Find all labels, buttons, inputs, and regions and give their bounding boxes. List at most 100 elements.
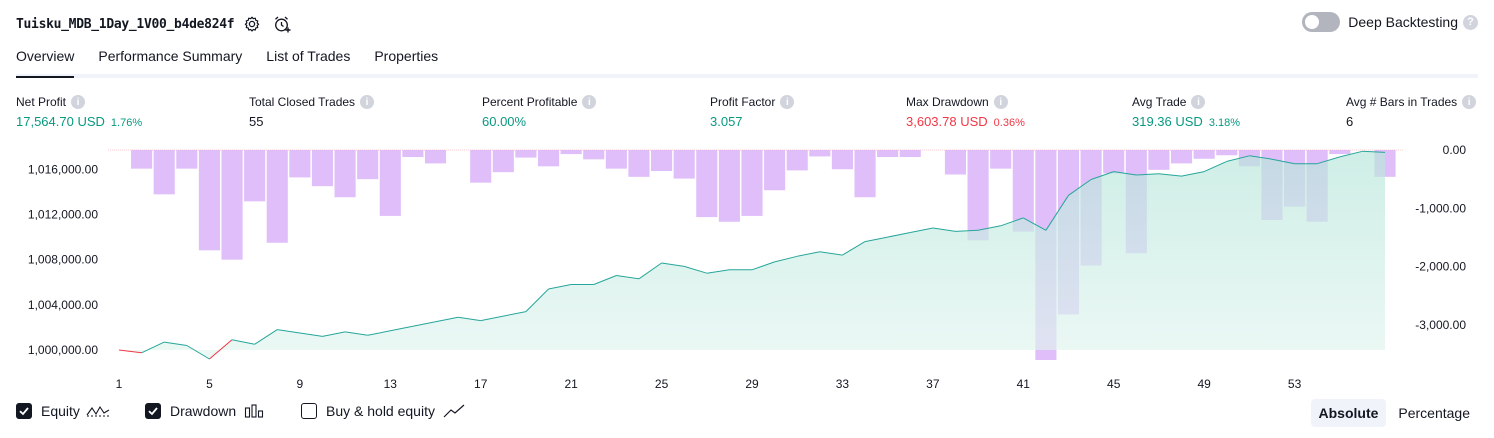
legend-equity[interactable]: Equity bbox=[16, 403, 110, 419]
equity-line-segment bbox=[932, 227, 956, 232]
x-tick-label: 33 bbox=[836, 377, 850, 391]
tab-performance-summary[interactable]: Performance Summary bbox=[98, 48, 243, 64]
tab-overview[interactable]: Overview bbox=[16, 44, 75, 78]
metric-avg-trade: Avg Trade i 319.36 USD 3.18% bbox=[1132, 94, 1240, 129]
drawdown-bar bbox=[899, 150, 921, 157]
absolute-button[interactable]: Absolute bbox=[1310, 399, 1387, 427]
drawdown-bar bbox=[334, 150, 356, 198]
strategy-title: Tuisku_MDB_1Day_1V00_b4de824f bbox=[16, 16, 235, 32]
x-tick-label: 9 bbox=[297, 377, 304, 391]
drawdown-bar bbox=[176, 150, 198, 169]
equity-line-segment bbox=[1271, 158, 1295, 165]
deep-backtesting-toggle[interactable] bbox=[1302, 12, 1341, 32]
help-icon[interactable]: i bbox=[1462, 95, 1477, 109]
metric-percent: 3.18% bbox=[1208, 117, 1241, 129]
y-left-tick-label: 1,008,000.00 bbox=[28, 253, 98, 267]
equity-line-segment bbox=[797, 251, 820, 257]
equity-line-segment bbox=[1090, 171, 1114, 180]
help-icon[interactable]: i bbox=[360, 95, 375, 109]
equity-line-segment bbox=[751, 261, 775, 271]
x-tick-label: 21 bbox=[564, 377, 578, 391]
equity-line-segment bbox=[345, 331, 368, 336]
equity-line-segment bbox=[842, 241, 866, 256]
equity-line-segment bbox=[1068, 179, 1092, 196]
metric-label: Percent Profitable bbox=[482, 95, 578, 109]
metric-net-profit: Net Profit i 17,564.70 USD 1.76% bbox=[16, 94, 142, 129]
help-icon[interactable]: i bbox=[582, 95, 597, 109]
equity-line-segment bbox=[978, 225, 1001, 231]
metric-label: Max Drawdown bbox=[906, 95, 989, 109]
help-icon[interactable]: ? bbox=[1463, 14, 1478, 30]
tab-list-of-trades[interactable]: List of Trades bbox=[266, 48, 351, 64]
help-icon[interactable]: i bbox=[71, 95, 86, 109]
y-right-tick-label: -1,000.00 bbox=[1415, 201, 1466, 215]
drawdown-bar bbox=[1193, 150, 1215, 159]
y-left-tick-label: 1,004,000.00 bbox=[28, 298, 98, 312]
strategy-header: Tuisku_MDB_1Day_1V00_b4de824f bbox=[16, 10, 294, 38]
equity-line-segment bbox=[390, 325, 413, 332]
equity-line-segment bbox=[887, 232, 911, 238]
metric-value: 3.057 bbox=[710, 114, 743, 129]
equity-line-segment bbox=[864, 236, 888, 243]
drawdown-bar bbox=[1329, 150, 1351, 155]
help-icon[interactable]: i bbox=[993, 95, 1008, 109]
y-right-tick-label: -2,000.00 bbox=[1415, 260, 1466, 274]
equity-line-segment bbox=[186, 345, 210, 360]
drawdown-bar bbox=[696, 150, 718, 218]
y-right-tick-label: -3,000.00 bbox=[1415, 318, 1466, 332]
drawdown-bar bbox=[1216, 150, 1238, 156]
drawdown-bar bbox=[809, 150, 831, 157]
x-tick-label: 53 bbox=[1288, 377, 1302, 391]
equity-line-segment bbox=[480, 315, 504, 322]
equity-line-segment bbox=[254, 329, 278, 345]
metric-percent: 1.76% bbox=[110, 117, 143, 129]
help-icon[interactable]: i bbox=[780, 95, 795, 109]
equity-line-segment bbox=[118, 349, 142, 354]
buy-hold-checkbox[interactable] bbox=[301, 403, 317, 419]
equity-line-segment bbox=[525, 288, 549, 312]
metric-label: Avg Trade bbox=[1132, 95, 1187, 109]
drawdown-bar bbox=[605, 150, 627, 169]
x-tick-label: 5 bbox=[206, 377, 213, 391]
drawdown-checkbox[interactable] bbox=[145, 403, 161, 419]
metric-profit-factor: Profit Factor i 3.057 bbox=[710, 94, 795, 129]
equity-line-segment bbox=[1362, 150, 1386, 153]
y-left-tick-label: 1,012,000.00 bbox=[28, 207, 98, 221]
drawdown-bar bbox=[764, 150, 786, 191]
drawdown-bar bbox=[854, 150, 876, 198]
drawdown-bar bbox=[741, 150, 763, 216]
drawdown-bar bbox=[470, 150, 492, 183]
metric-value: 3,603.78 USD bbox=[906, 114, 988, 129]
x-tick-label: 1 bbox=[116, 377, 123, 391]
equity-checkbox[interactable] bbox=[16, 403, 32, 419]
equity-line-segment bbox=[1249, 155, 1273, 160]
equity-line-segment bbox=[1339, 150, 1363, 158]
drawdown-bar bbox=[1148, 150, 1170, 170]
equity-line-icon bbox=[86, 403, 110, 419]
equity-drawdown-chart[interactable]: 1,016,000.00 1,012,000.00 1,008,000.00 1,00… bbox=[0, 140, 1494, 395]
drawdown-bar bbox=[198, 150, 220, 251]
tab-properties[interactable]: Properties bbox=[374, 48, 439, 64]
metric-label: Profit Factor bbox=[710, 95, 776, 109]
help-icon[interactable]: i bbox=[1191, 95, 1206, 109]
drawdown-bar bbox=[131, 150, 153, 169]
equity-line-segment bbox=[706, 269, 730, 274]
alarm-add-icon[interactable] bbox=[270, 12, 294, 36]
buy-hold-line-icon bbox=[443, 403, 465, 419]
x-tick-label: 25 bbox=[655, 377, 669, 391]
legend-buy-hold[interactable]: Buy & hold equity bbox=[301, 403, 465, 419]
equity-line-segment bbox=[1023, 217, 1047, 231]
percentage-button[interactable]: Percentage bbox=[1398, 405, 1470, 421]
equity-line-segment bbox=[1113, 171, 1137, 176]
equity-line-segment bbox=[1226, 155, 1250, 162]
x-tick-label: 37 bbox=[926, 377, 940, 391]
gear-icon[interactable] bbox=[240, 12, 264, 36]
equity-line-segment bbox=[1181, 171, 1205, 177]
drawdown-bar bbox=[944, 150, 967, 175]
equity-line-segment bbox=[458, 316, 481, 322]
metric-percent-profitable: Percent Profitable i 60.00% bbox=[482, 94, 597, 129]
equity-line-segment bbox=[209, 339, 233, 360]
drawdown-bar bbox=[221, 150, 243, 260]
equity-line-segment bbox=[819, 251, 843, 256]
legend-drawdown[interactable]: Drawdown bbox=[145, 403, 264, 419]
